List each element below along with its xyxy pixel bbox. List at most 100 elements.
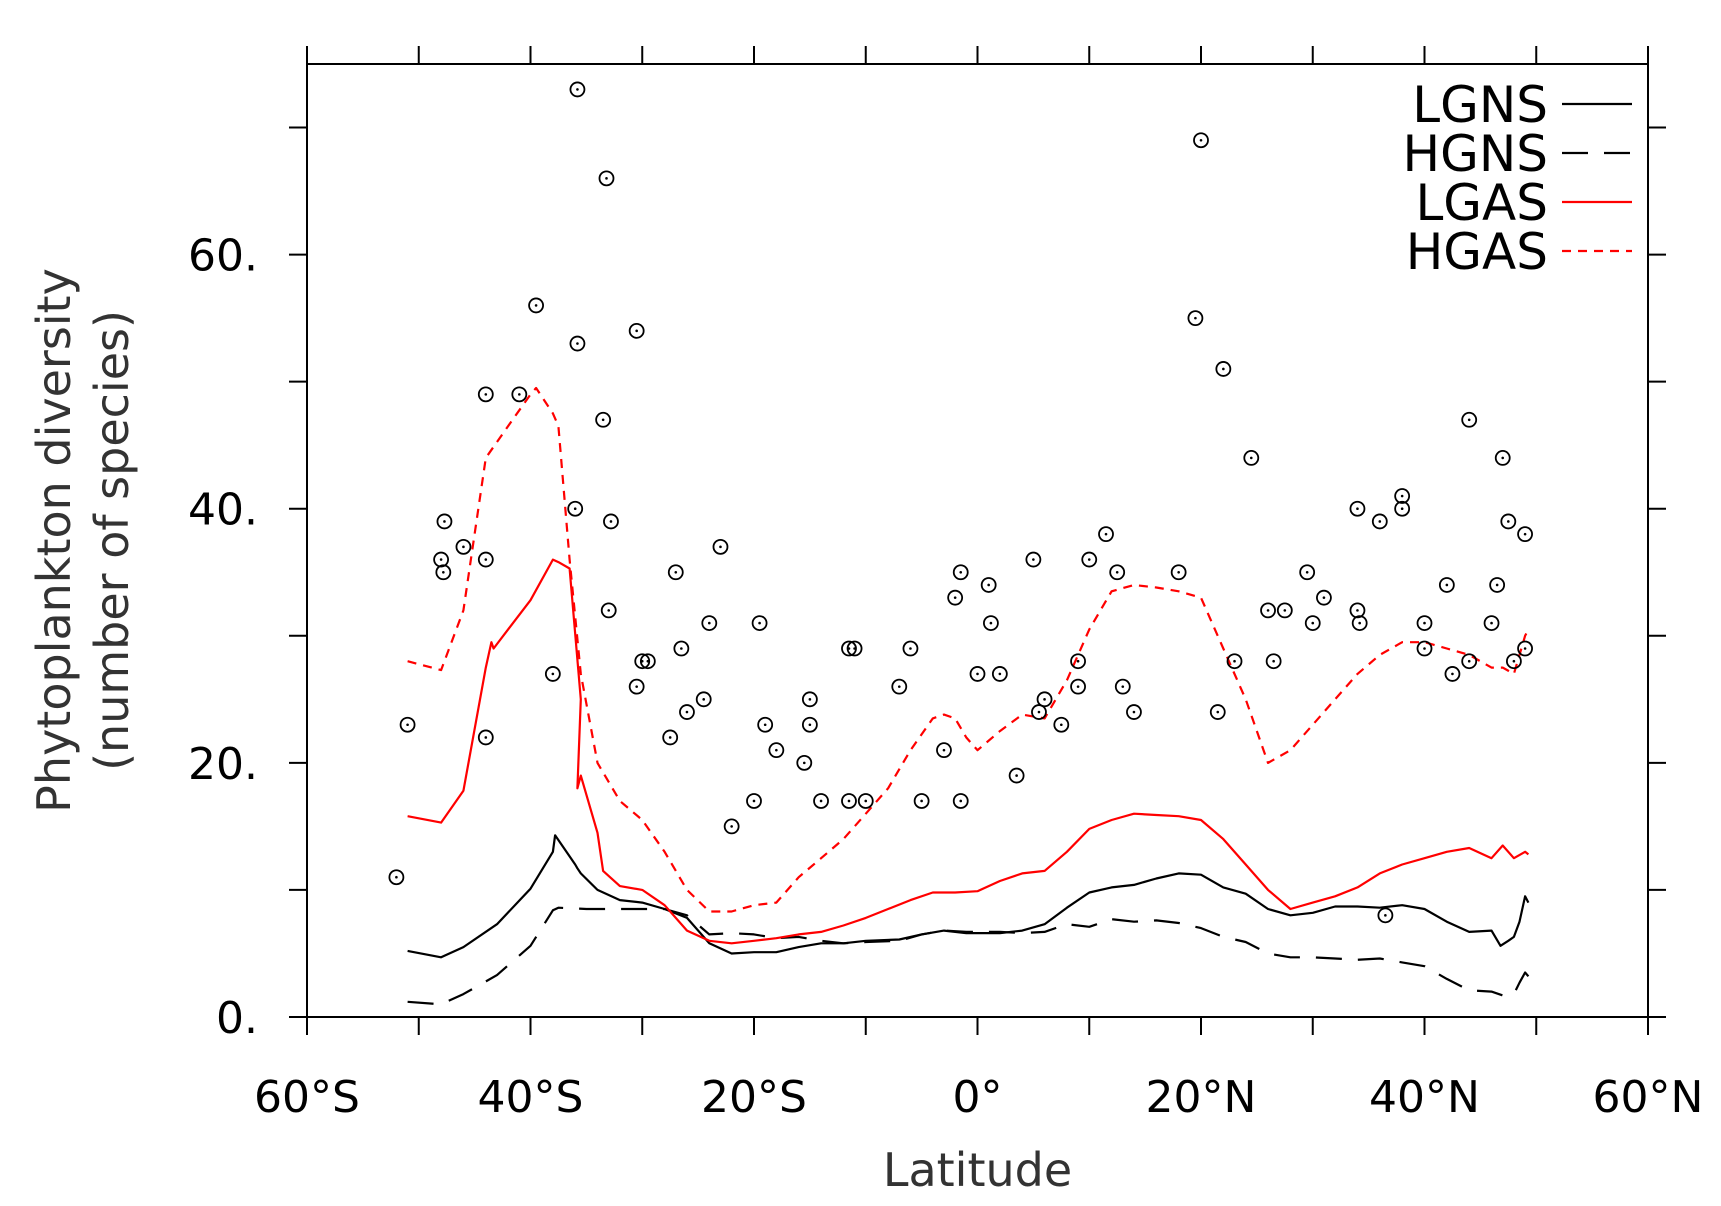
- observation-point-center: [853, 647, 856, 650]
- observation-point-center: [864, 799, 868, 803]
- observation-point: [757, 716, 774, 733]
- observation-point: [388, 869, 405, 886]
- observation-point: [1377, 907, 1394, 924]
- observation-point: [1416, 615, 1433, 631]
- observation-point-center: [1523, 647, 1527, 650]
- observation-point: [1416, 640, 1433, 657]
- observation-point-center: [1249, 456, 1253, 460]
- series-lgns-line: [407, 834, 1530, 959]
- observation-point: [983, 615, 999, 631]
- observation-point: [1494, 450, 1511, 466]
- legend-label-lgns: LGNS: [1412, 76, 1548, 134]
- observation-point-center: [1194, 316, 1197, 320]
- observation-point: [902, 640, 919, 657]
- observation-point-center: [1121, 685, 1125, 688]
- observation-point-center: [1199, 138, 1203, 142]
- observation-point: [746, 793, 762, 809]
- observation-point: [723, 818, 740, 835]
- y-tick-label: 20.: [188, 739, 258, 790]
- observation-point: [1461, 653, 1478, 670]
- observation-point: [947, 589, 964, 606]
- observation-point-center: [1283, 609, 1287, 612]
- observation-point: [913, 793, 930, 809]
- observation-point: [477, 551, 494, 568]
- observation-point: [1243, 450, 1260, 466]
- observation-point-center: [1400, 507, 1404, 511]
- observation-point: [1517, 526, 1533, 543]
- observation-point-center: [1076, 659, 1080, 663]
- observation-point-center: [576, 342, 579, 345]
- observation-point: [455, 538, 472, 555]
- observation-point-center: [484, 393, 488, 396]
- observation-point: [1025, 551, 1042, 568]
- observation-point-center: [395, 875, 398, 879]
- observation-point: [813, 793, 829, 809]
- legend-label-hgas: HGAS: [1406, 223, 1548, 281]
- observation-point: [1008, 767, 1025, 784]
- observation-point-center: [909, 647, 912, 650]
- observation-point: [841, 793, 857, 809]
- observation-point-center: [406, 723, 409, 727]
- x-tick-label: 20°N: [1146, 1072, 1257, 1123]
- observation-point: [399, 716, 416, 733]
- observation-point: [1260, 602, 1276, 619]
- observation-point-center: [576, 88, 579, 91]
- observation-point: [477, 386, 494, 403]
- observation-point-center: [1311, 621, 1315, 625]
- observation-point-center: [646, 659, 650, 663]
- observation-point: [796, 754, 813, 771]
- observation-point-center: [1423, 647, 1426, 650]
- observation-point: [695, 691, 712, 708]
- observation-point: [598, 170, 615, 187]
- axis-ticks: [289, 46, 1666, 1035]
- observation-point: [603, 513, 619, 530]
- observation-point-center: [702, 698, 706, 701]
- y-axis-title-line1: Phytoplankton diversity: [27, 268, 81, 813]
- observation-point-center: [987, 583, 990, 587]
- observation-point: [1209, 704, 1226, 720]
- observation-point-center: [808, 723, 812, 727]
- observation-point-center: [1132, 710, 1136, 714]
- observation-point: [1070, 653, 1086, 670]
- observation-point-center: [752, 799, 756, 803]
- observation-point: [1081, 551, 1098, 568]
- observation-point: [801, 691, 818, 708]
- observation-point: [634, 653, 651, 670]
- observation-point: [1316, 589, 1332, 606]
- x-tick-label: 60°N: [1593, 1072, 1704, 1123]
- observation-point: [1351, 615, 1368, 631]
- observation-point-center: [897, 685, 901, 688]
- x-tick-label: 60°S: [254, 1072, 360, 1123]
- observation-point: [477, 729, 494, 746]
- observation-point-center: [942, 748, 946, 752]
- observation-point-center: [1115, 570, 1119, 574]
- observation-point: [528, 297, 544, 314]
- observation-point: [1483, 615, 1500, 631]
- legend-label-lgas: LGAS: [1415, 174, 1548, 232]
- observation-point-center: [1467, 659, 1471, 663]
- observation-point-center: [920, 799, 923, 803]
- observation-point-center: [1104, 532, 1108, 536]
- observation-point: [712, 538, 729, 555]
- observation-point-center: [1523, 532, 1527, 536]
- observation-point-center: [989, 621, 993, 625]
- observation-point-center: [1322, 596, 1326, 599]
- observation-point-center: [719, 545, 722, 549]
- observation-point: [1126, 704, 1142, 720]
- observation-point-center: [1507, 520, 1510, 523]
- observation-point-center: [1512, 659, 1516, 663]
- observation-point-center: [607, 609, 611, 612]
- observation-point-center: [959, 570, 963, 574]
- observation-point: [1299, 564, 1316, 581]
- observation-point-center: [609, 520, 613, 523]
- x-tick-label: 40°N: [1369, 1072, 1480, 1123]
- x-tick-label: 40°S: [478, 1072, 584, 1123]
- observation-point-center: [1272, 659, 1275, 663]
- observation-point-center: [847, 799, 851, 803]
- observation-point: [1276, 602, 1293, 619]
- y-tick-label: 0.: [216, 993, 258, 1044]
- observation-point-center: [959, 799, 963, 803]
- observation-point: [1109, 564, 1126, 581]
- observation-point-center: [998, 672, 1002, 676]
